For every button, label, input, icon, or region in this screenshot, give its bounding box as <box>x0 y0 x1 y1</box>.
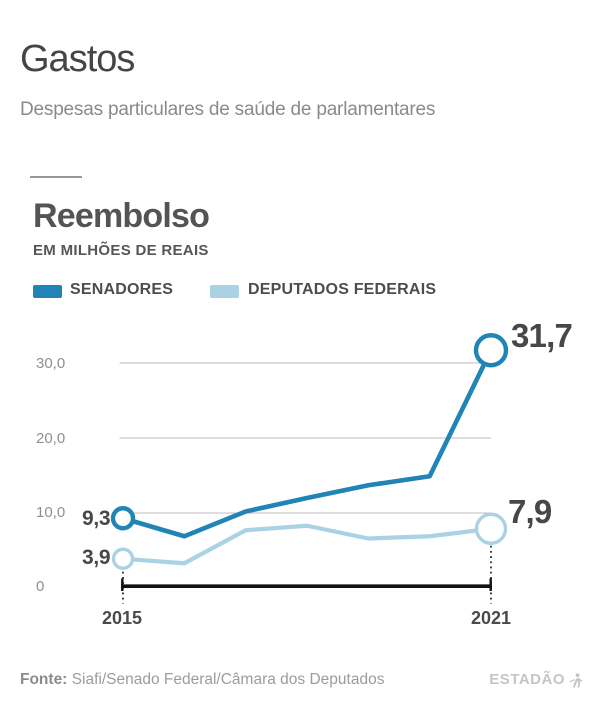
source-label: Fonte: <box>20 671 68 688</box>
chart-unit-label: EM MILHÕES DE REAIS <box>33 242 209 259</box>
page-title: Gastos <box>20 38 135 80</box>
estadao-newsboy-icon <box>569 672 583 687</box>
legend-swatch-deputados <box>210 285 239 298</box>
series-line-senadores <box>122 349 494 539</box>
ytick-30: 30,0 <box>36 355 66 372</box>
legend-swatch-senadores <box>33 285 62 298</box>
brand-name: ESTADÃO <box>489 671 565 688</box>
ytick-0: 0 <box>36 578 45 595</box>
point-marker-first-senadores <box>110 506 136 531</box>
legend-label-senadores: SENADORES <box>70 281 174 298</box>
value-label-senadores-2015: 9,3 <box>82 507 111 530</box>
legend-label-deputados: DEPUTADOS FEDERAIS <box>248 281 437 298</box>
source-text: Siafi/Senado Federal/Câmara dos Deputado… <box>71 671 385 688</box>
source-note: Fonte: Siafi/Senado Federal/Câmara dos D… <box>20 671 384 689</box>
ytick-20: 20,0 <box>36 430 66 447</box>
ytick-10: 10,0 <box>36 504 66 521</box>
point-marker-first-deputados-federais <box>111 547 135 570</box>
point-marker-last-deputados-federais <box>474 512 508 545</box>
value-label-deputados-2021: 7,9 <box>508 493 552 530</box>
point-marker-last-senadores <box>473 333 509 368</box>
divider <box>30 176 82 178</box>
value-label-deputados-2015: 3,9 <box>82 546 111 569</box>
xtick-2021: 2021 <box>470 608 512 628</box>
page-subtitle: Despesas particulares de saúde de parlam… <box>20 99 436 120</box>
xtick-2015: 2015 <box>101 608 143 628</box>
chart-title: Reembolso <box>33 197 210 235</box>
series-line-deputados-federais <box>122 523 492 566</box>
brand-logo: ESTADÃO <box>489 672 583 688</box>
value-label-senadores-2021: 31,7 <box>511 317 573 354</box>
